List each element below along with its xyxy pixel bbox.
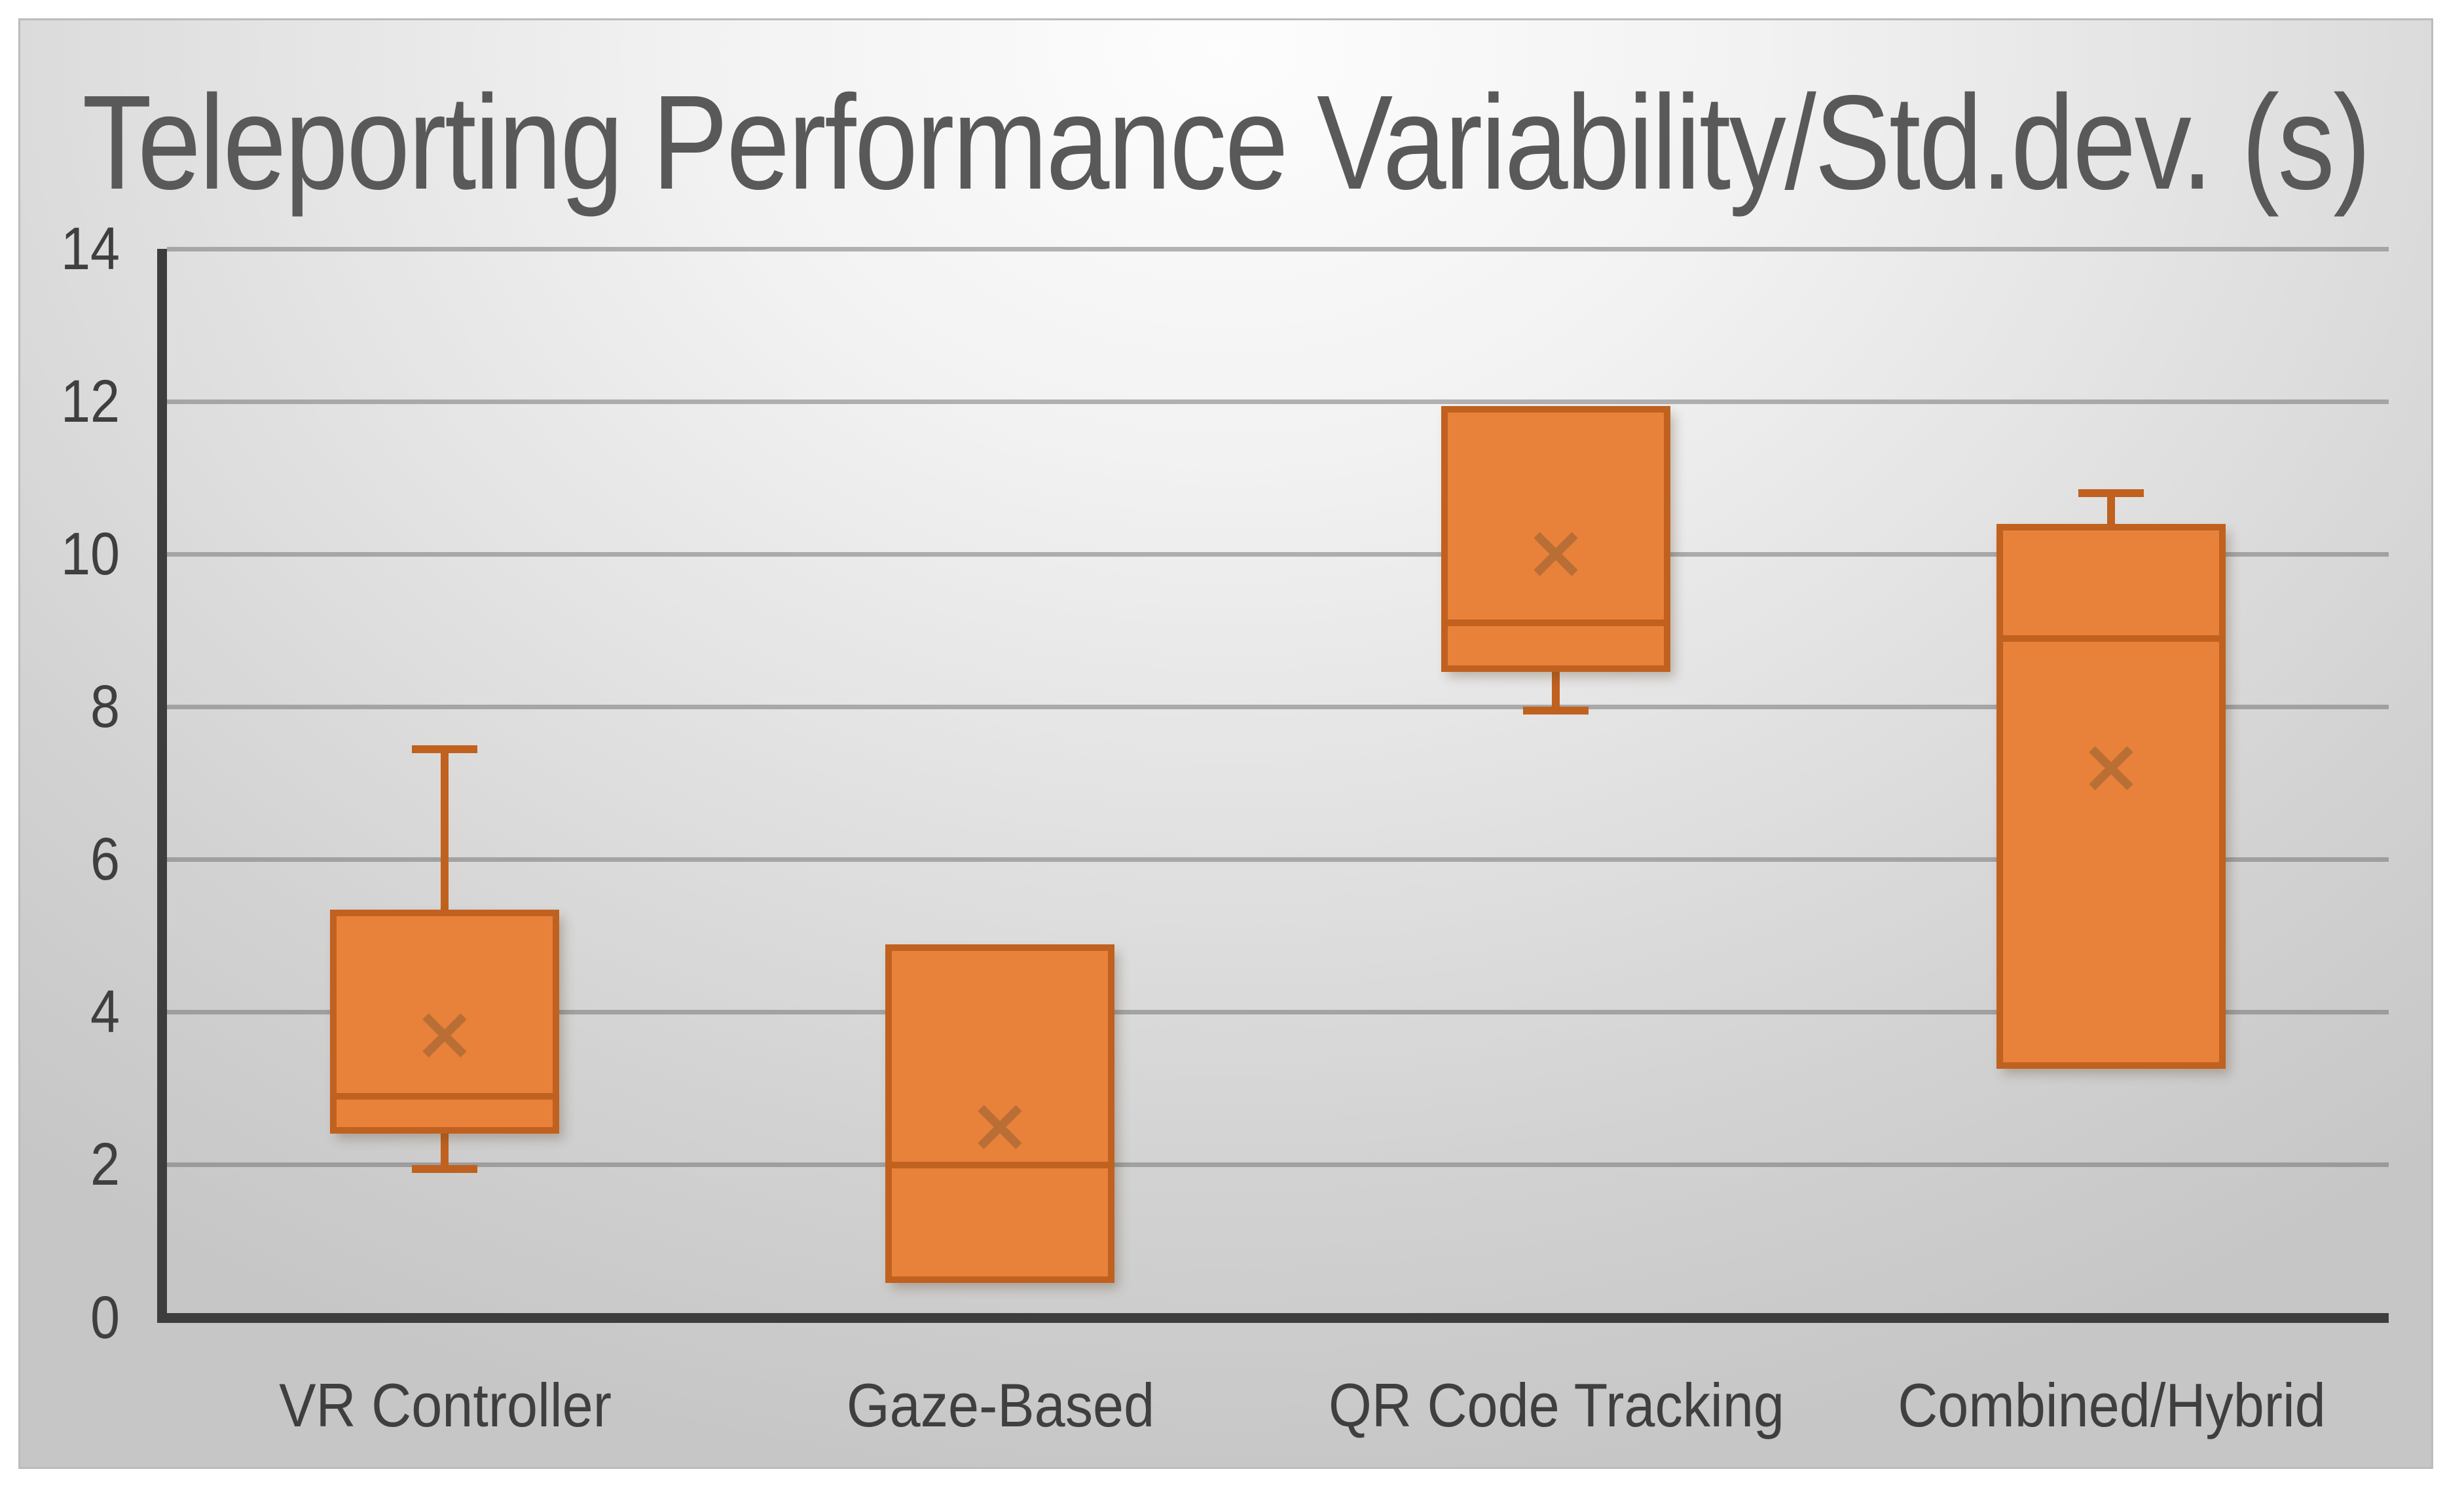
x-category-label-vr-controller: VR Controller bbox=[279, 1371, 612, 1439]
y-tick-label-8: 8 bbox=[90, 673, 120, 740]
y-tick-label-0: 0 bbox=[90, 1284, 120, 1351]
upper-whisker-vr-controller bbox=[441, 749, 449, 914]
lower-whisker-vr-controller bbox=[441, 1130, 449, 1169]
upper-whisker-combined-hybrid bbox=[2106, 493, 2115, 528]
mean-x-icon bbox=[2089, 746, 2133, 790]
gridline-y-10 bbox=[167, 551, 2389, 557]
gridline-y-6 bbox=[167, 857, 2389, 863]
mean-x-marker-combined-hybrid bbox=[2088, 745, 2134, 791]
y-tick-label-6: 6 bbox=[90, 826, 120, 893]
chart-title: Teleporting Performance Variability/Std.… bbox=[82, 67, 2371, 217]
y-tick-label-14: 14 bbox=[60, 215, 120, 282]
upper-whisker-cap-vr-controller bbox=[412, 745, 478, 753]
mean-x-icon bbox=[422, 1013, 467, 1058]
chart-frame: Teleporting Performance Variability/Std.… bbox=[18, 18, 2433, 1469]
mean-x-marker-vr-controller bbox=[422, 1012, 468, 1058]
lower-whisker-cap-qr-code-tracking bbox=[1522, 707, 1589, 715]
mean-x-marker-gaze-based bbox=[977, 1104, 1023, 1150]
gridline-y-14 bbox=[167, 246, 2389, 251]
y-tick-label-12: 12 bbox=[60, 367, 120, 435]
box-plot-qr-code-tracking bbox=[1441, 405, 1670, 673]
y-axis-line bbox=[157, 249, 167, 1323]
lower-whisker-qr-code-tracking bbox=[1551, 669, 1560, 711]
upper-whisker-cap-combined-hybrid bbox=[2078, 489, 2144, 498]
mean-x-icon bbox=[1534, 532, 1578, 576]
mean-x-icon bbox=[978, 1104, 1022, 1149]
x-axis-line bbox=[157, 1312, 2389, 1323]
gridline-y-2 bbox=[167, 1162, 2389, 1168]
gridline-y-8 bbox=[167, 704, 2389, 709]
gridline-y-12 bbox=[167, 399, 2389, 404]
gridline-y-4 bbox=[167, 1010, 2389, 1015]
box-plot-combined-hybrid bbox=[1996, 524, 2226, 1069]
x-category-label-combined-hybrid: Combined/Hybrid bbox=[1897, 1371, 2326, 1439]
box-plot-gaze-based bbox=[885, 944, 1115, 1283]
y-tick-label-10: 10 bbox=[60, 520, 120, 587]
median-line-gaze-based bbox=[892, 1161, 1109, 1168]
median-line-vr-controller bbox=[337, 1092, 553, 1100]
x-category-label-gaze-based: Gaze-Based bbox=[847, 1371, 1155, 1439]
y-tick-label-2: 2 bbox=[90, 1131, 120, 1198]
median-line-qr-code-tracking bbox=[1447, 620, 1664, 627]
median-line-combined-hybrid bbox=[2002, 635, 2219, 642]
lower-whisker-cap-vr-controller bbox=[412, 1164, 478, 1173]
y-tick-label-4: 4 bbox=[90, 978, 120, 1046]
x-category-label-qr-code-tracking: QR Code Tracking bbox=[1328, 1371, 1784, 1439]
mean-x-marker-qr-code-tracking bbox=[1533, 531, 1579, 577]
